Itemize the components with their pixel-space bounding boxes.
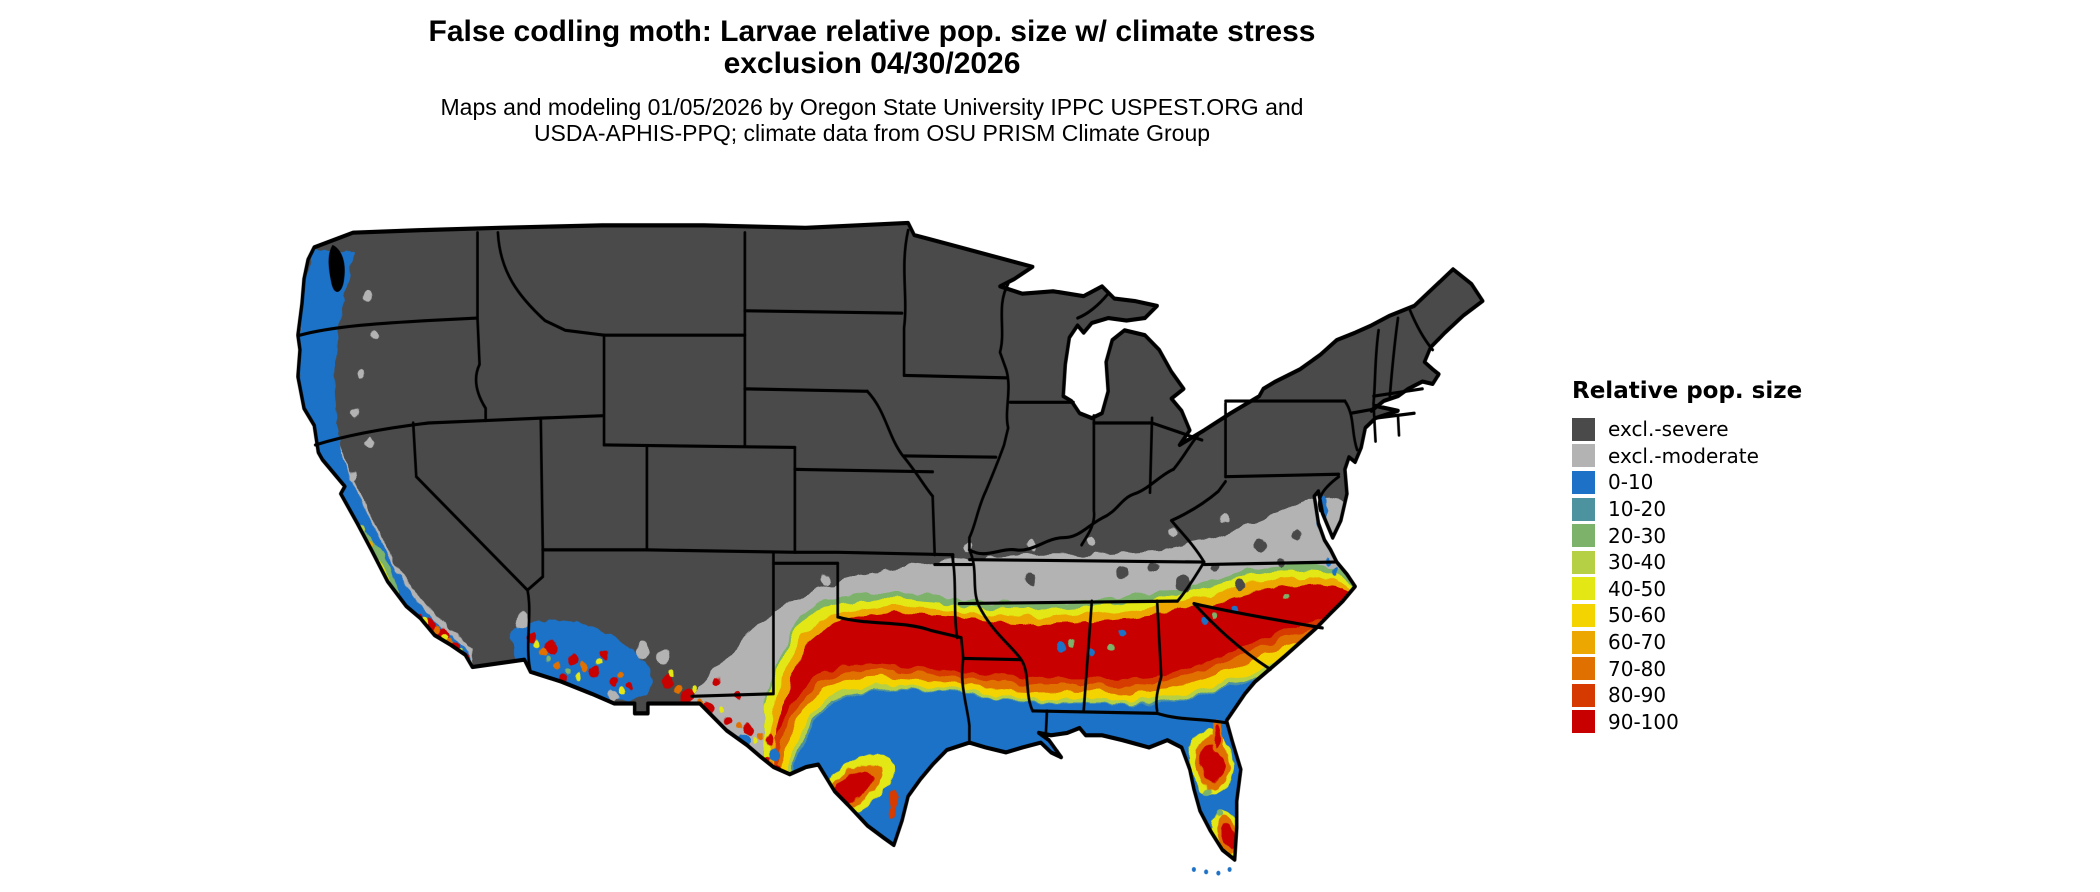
legend-entries: excl.-severe excl.-moderate 0-10 10-20 20-30… xyxy=(1572,416,1802,735)
legend-label: 90-100 xyxy=(1608,709,1679,734)
legend-row-30-40: 30-40 xyxy=(1572,549,1802,576)
legend-row-20-30: 20-30 xyxy=(1572,522,1802,549)
map-subtitle-line1: Maps and modeling 01/05/2026 by Oregon S… xyxy=(440,94,1304,120)
legend-row-excl.-moderate: excl.-moderate xyxy=(1572,443,1802,470)
legend-label: 10-20 xyxy=(1608,497,1667,522)
map-title-line2: exclusion 04/30/2026 xyxy=(723,47,1021,80)
legend-swatch-50-60 xyxy=(1572,603,1595,627)
legend-swatch-30-40 xyxy=(1572,550,1595,574)
legend: Relative pop. size excl.-severe excl.-mod… xyxy=(1572,378,1802,735)
legend-row-60-70: 60-70 xyxy=(1572,629,1802,656)
legend-label: 40-50 xyxy=(1608,576,1667,601)
legend-swatch-20-30 xyxy=(1572,524,1595,548)
legend-label: 80-90 xyxy=(1608,683,1667,708)
legend-label: 0-10 xyxy=(1608,470,1654,495)
legend-swatch-70-80 xyxy=(1572,657,1595,681)
legend-title: Relative pop. size xyxy=(1572,378,1803,404)
legend-swatch-80-90 xyxy=(1572,683,1595,707)
southwest-mosaic xyxy=(510,612,804,791)
legend-row-80-90: 80-90 xyxy=(1572,682,1802,709)
legend-swatch-excl.-severe xyxy=(1572,417,1595,441)
map-color-fields xyxy=(297,222,1483,860)
title-block: False codling moth: Larvae relative pop.… xyxy=(0,16,1744,147)
legend-swatch-60-70 xyxy=(1572,630,1595,654)
us-outline xyxy=(296,220,1485,862)
legend-label: 70-80 xyxy=(1608,656,1667,681)
legend-label: 30-40 xyxy=(1608,550,1667,575)
legend-row-excl.-severe: excl.-severe xyxy=(1572,416,1802,443)
legend-swatch-40-50 xyxy=(1572,577,1595,601)
legend-swatch-10-20 xyxy=(1572,497,1595,521)
legend-row-70-80: 70-80 xyxy=(1572,655,1802,682)
map-title: False codling moth: Larvae relative pop.… xyxy=(0,16,1744,80)
puget-sound xyxy=(328,244,345,292)
legend-label: 20-30 xyxy=(1608,523,1667,548)
map-subtitle: Maps and modeling 01/05/2026 by Oregon S… xyxy=(0,94,1744,146)
legend-label: 60-70 xyxy=(1608,630,1667,655)
nw-gray-pockets xyxy=(348,289,380,482)
map-subtitle-line2: USDA-APHIS-PPQ; climate data from OSU PR… xyxy=(533,120,1211,146)
legend-row-90-100: 90-100 xyxy=(1572,709,1802,736)
legend-swatch-excl.-moderate xyxy=(1572,444,1595,468)
legend-label: excl.-moderate xyxy=(1608,443,1759,468)
legend-swatch-90-100 xyxy=(1572,710,1595,734)
florida-keys xyxy=(1191,867,1232,876)
map-title-line1: False codling moth: Larvae relative pop.… xyxy=(428,15,1316,48)
legend-row-40-50: 40-50 xyxy=(1572,576,1802,603)
florida-hotspots xyxy=(1189,719,1241,858)
legend-label: excl.-severe xyxy=(1608,417,1729,442)
us-risk-map xyxy=(255,218,1500,878)
state-borders xyxy=(298,228,1434,745)
legend-label: 50-60 xyxy=(1608,603,1667,628)
legend-row-0-10: 0-10 xyxy=(1572,469,1802,496)
legend-row-50-60: 50-60 xyxy=(1572,602,1802,629)
legend-row-10-20: 10-20 xyxy=(1572,496,1802,523)
us-map-svg xyxy=(296,220,1485,876)
legend-swatch-0-10 xyxy=(1572,470,1595,494)
